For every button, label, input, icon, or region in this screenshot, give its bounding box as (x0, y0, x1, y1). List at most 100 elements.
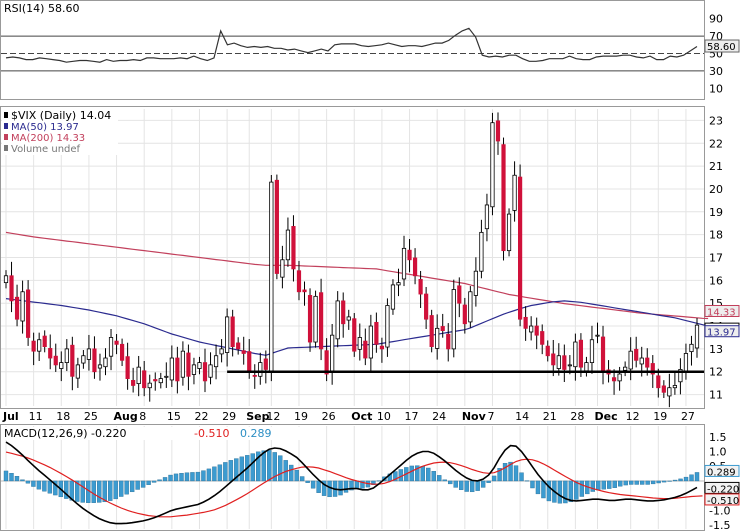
candle (396, 268, 401, 297)
macd-histogram-bar (678, 478, 683, 482)
price-y-tick-label: 17 (709, 252, 723, 265)
candle (230, 309, 235, 357)
candle (164, 362, 169, 388)
macd-histogram-bar (261, 450, 266, 482)
macd-histogram-bar (42, 480, 47, 492)
x-axis-tick-label: 25 (84, 410, 98, 423)
candle (694, 318, 700, 358)
macd-histogram-bar (530, 480, 535, 489)
macd-legend-bg (2, 427, 302, 440)
macd-legend-item: 0.289 (240, 427, 272, 440)
candle (186, 344, 191, 391)
candle (446, 323, 451, 362)
macd-histogram-bar (442, 479, 447, 482)
candle (307, 288, 313, 352)
candle (26, 280, 31, 346)
rsi-y-tick-label: 10 (709, 82, 723, 95)
candle (59, 351, 64, 382)
candle (512, 161, 517, 222)
candle (440, 313, 445, 338)
macd-histogram-bar (305, 480, 310, 483)
candle (219, 339, 224, 363)
candle (147, 374, 152, 402)
macd-histogram-bar (415, 465, 420, 482)
macd-histogram-bar (656, 480, 661, 484)
candle (418, 270, 423, 308)
macd-histogram-bar (360, 480, 365, 489)
x-axis-tick-label: 11 (29, 410, 43, 423)
macd-histogram-bar (272, 452, 277, 482)
candle (556, 343, 561, 376)
price-legend-item: $VIX (Daily) 14.04 (11, 109, 111, 122)
candle (48, 334, 53, 370)
candle (208, 352, 213, 385)
candle (241, 336, 246, 365)
macd-histogram-bar (601, 480, 606, 490)
x-axis-tick-label: 28 (570, 410, 584, 423)
macd-histogram-bar (343, 480, 349, 493)
candle (551, 339, 556, 377)
candle (92, 336, 97, 379)
candle (302, 281, 307, 306)
candle (153, 372, 158, 391)
candle (495, 112, 501, 155)
candle (457, 277, 462, 318)
candle (97, 353, 103, 381)
legend-swatch (4, 112, 8, 118)
price-y-tick-label: 22 (709, 137, 723, 150)
rsi-y-tick-label: 30 (709, 65, 723, 78)
price-panel: 11 12 13 14 15 16 17 18 19 20 21 22 23 $VIX (Daily) … (0, 106, 740, 423)
macd-histogram-bar (628, 480, 634, 485)
candle (37, 332, 42, 361)
candle (667, 373, 672, 408)
macd-histogram-bar (612, 480, 617, 488)
candle (435, 314, 440, 360)
candle (479, 219, 484, 279)
rsi-panel-frame (0, 0, 705, 100)
x-axis-tick-label: 10 (377, 410, 391, 423)
candle (374, 312, 379, 353)
macd-histogram-bar (267, 450, 272, 482)
macd-histogram-bar (469, 480, 475, 493)
candle (534, 317, 539, 350)
candle (429, 309, 434, 353)
macd-histogram-bar (683, 476, 689, 482)
signal-line (5, 451, 703, 518)
macd-histogram-bar (53, 480, 58, 496)
x-axis-tick-label: 21 (543, 410, 557, 423)
x-axis-tick-label: 27 (681, 410, 695, 423)
macd-histogram-bar (173, 473, 179, 482)
macd-histogram-bar (316, 480, 321, 493)
candle (611, 369, 617, 395)
macd-histogram-bar (278, 455, 283, 482)
candle (424, 286, 429, 330)
macd-y-tick-label: -1.5 (709, 519, 730, 531)
macd-histogram-bar (151, 480, 157, 483)
macd-histogram-bar (475, 480, 480, 491)
macd-histogram-bar (508, 461, 513, 482)
macd-histogram-bar (217, 464, 223, 482)
candle (125, 342, 130, 390)
candle (462, 297, 467, 334)
candle (584, 356, 589, 377)
candle (252, 364, 257, 389)
macd-histogram-bar (162, 477, 168, 482)
candle (523, 306, 528, 341)
macd-histogram-bar (563, 480, 568, 504)
macd-histogram-bar (590, 480, 596, 492)
macd-histogram-bar (448, 480, 453, 485)
candle (180, 341, 185, 386)
candle (335, 291, 340, 348)
candle (280, 245, 285, 289)
candle (70, 336, 75, 391)
candle (678, 358, 683, 395)
ma200-line (5, 231, 709, 320)
macd-histogram-bar (3, 470, 9, 482)
macd-histogram-bar (146, 480, 151, 485)
macd-histogram-bar (376, 480, 382, 482)
price-value-label: 14.33 (707, 307, 736, 318)
macd-histogram-bar (195, 471, 201, 482)
candle (64, 339, 69, 372)
x-axis-tick-label: 18 (56, 410, 70, 423)
